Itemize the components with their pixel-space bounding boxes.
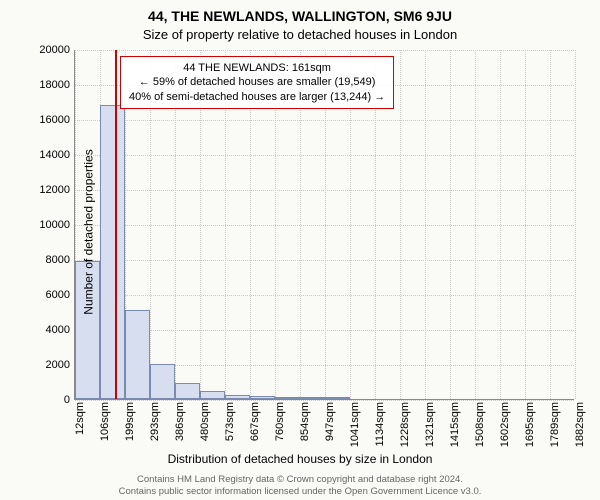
- x-tick-label: 12sqm: [74, 402, 86, 452]
- info-line-1: 44 THE NEWLANDS: 161sqm: [129, 61, 385, 75]
- histogram-bar: [250, 396, 275, 399]
- info-line-3: 40% of semi-detached houses are larger (…: [129, 90, 385, 104]
- gridline-horizontal: [75, 400, 574, 401]
- histogram-bar: [325, 397, 350, 399]
- x-axis-label: Distribution of detached houses by size …: [0, 452, 600, 466]
- gridline-vertical: [575, 50, 576, 399]
- histogram-bar: [200, 391, 225, 399]
- gridline-vertical: [475, 50, 476, 399]
- x-tick-label: 1228sqm: [399, 402, 411, 452]
- gridline-vertical: [500, 50, 501, 399]
- x-tick-label: 293sqm: [149, 402, 161, 452]
- y-tick-label: 14000: [30, 149, 70, 161]
- y-tick-label: 2000: [30, 359, 70, 371]
- y-tick-label: 10000: [30, 219, 70, 231]
- x-tick-label: 1321sqm: [424, 402, 436, 452]
- histogram-bar: [125, 310, 150, 399]
- x-tick-label: 760sqm: [274, 402, 286, 452]
- x-tick-label: 1415sqm: [449, 402, 461, 452]
- x-tick-label: 1041sqm: [349, 402, 361, 452]
- histogram-bar: [275, 397, 300, 399]
- footer-line-1: Contains HM Land Registry data © Crown c…: [0, 474, 600, 486]
- y-tick-label: 4000: [30, 324, 70, 336]
- property-marker-line: [115, 50, 117, 399]
- gridline-vertical: [400, 50, 401, 399]
- x-tick-label: 106sqm: [99, 402, 111, 452]
- x-tick-label: 1789sqm: [549, 402, 561, 452]
- histogram-bar: [225, 395, 250, 399]
- x-tick-label: 1508sqm: [474, 402, 486, 452]
- x-tick-label: 1134sqm: [374, 402, 386, 452]
- x-tick-label: 1882sqm: [574, 402, 586, 452]
- y-tick-label: 8000: [30, 254, 70, 266]
- y-tick-label: 18000: [30, 79, 70, 91]
- y-tick-label: 20000: [30, 44, 70, 56]
- y-tick-label: 12000: [30, 184, 70, 196]
- gridline-vertical: [550, 50, 551, 399]
- info-line-2: ← 59% of detached houses are smaller (19…: [129, 75, 385, 89]
- x-tick-label: 199sqm: [124, 402, 136, 452]
- histogram-bar: [150, 364, 175, 399]
- gridline-vertical: [425, 50, 426, 399]
- x-tick-label: 947sqm: [324, 402, 336, 452]
- x-tick-label: 386sqm: [174, 402, 186, 452]
- footer-attribution: Contains HM Land Registry data © Crown c…: [0, 474, 600, 498]
- y-tick-label: 16000: [30, 114, 70, 126]
- x-tick-label: 1695sqm: [524, 402, 536, 452]
- y-tick-label: 0: [30, 394, 70, 406]
- y-tick-label: 6000: [30, 289, 70, 301]
- property-info-box: 44 THE NEWLANDS: 161sqm ← 59% of detache…: [120, 56, 394, 109]
- histogram-bar: [175, 383, 200, 399]
- x-tick-label: 667sqm: [249, 402, 261, 452]
- title-sub: Size of property relative to detached ho…: [0, 24, 600, 46]
- x-tick-label: 854sqm: [299, 402, 311, 452]
- x-tick-label: 1602sqm: [499, 402, 511, 452]
- gridline-vertical: [525, 50, 526, 399]
- y-axis-label: Number of detached properties: [82, 149, 96, 314]
- x-tick-label: 573sqm: [224, 402, 236, 452]
- histogram-bar: [300, 397, 325, 399]
- footer-line-2: Contains public sector information licen…: [0, 486, 600, 498]
- x-tick-label: 480sqm: [199, 402, 211, 452]
- gridline-vertical: [450, 50, 451, 399]
- title-main: 44, THE NEWLANDS, WALLINGTON, SM6 9JU: [0, 0, 600, 24]
- histogram-bar: [100, 105, 125, 399]
